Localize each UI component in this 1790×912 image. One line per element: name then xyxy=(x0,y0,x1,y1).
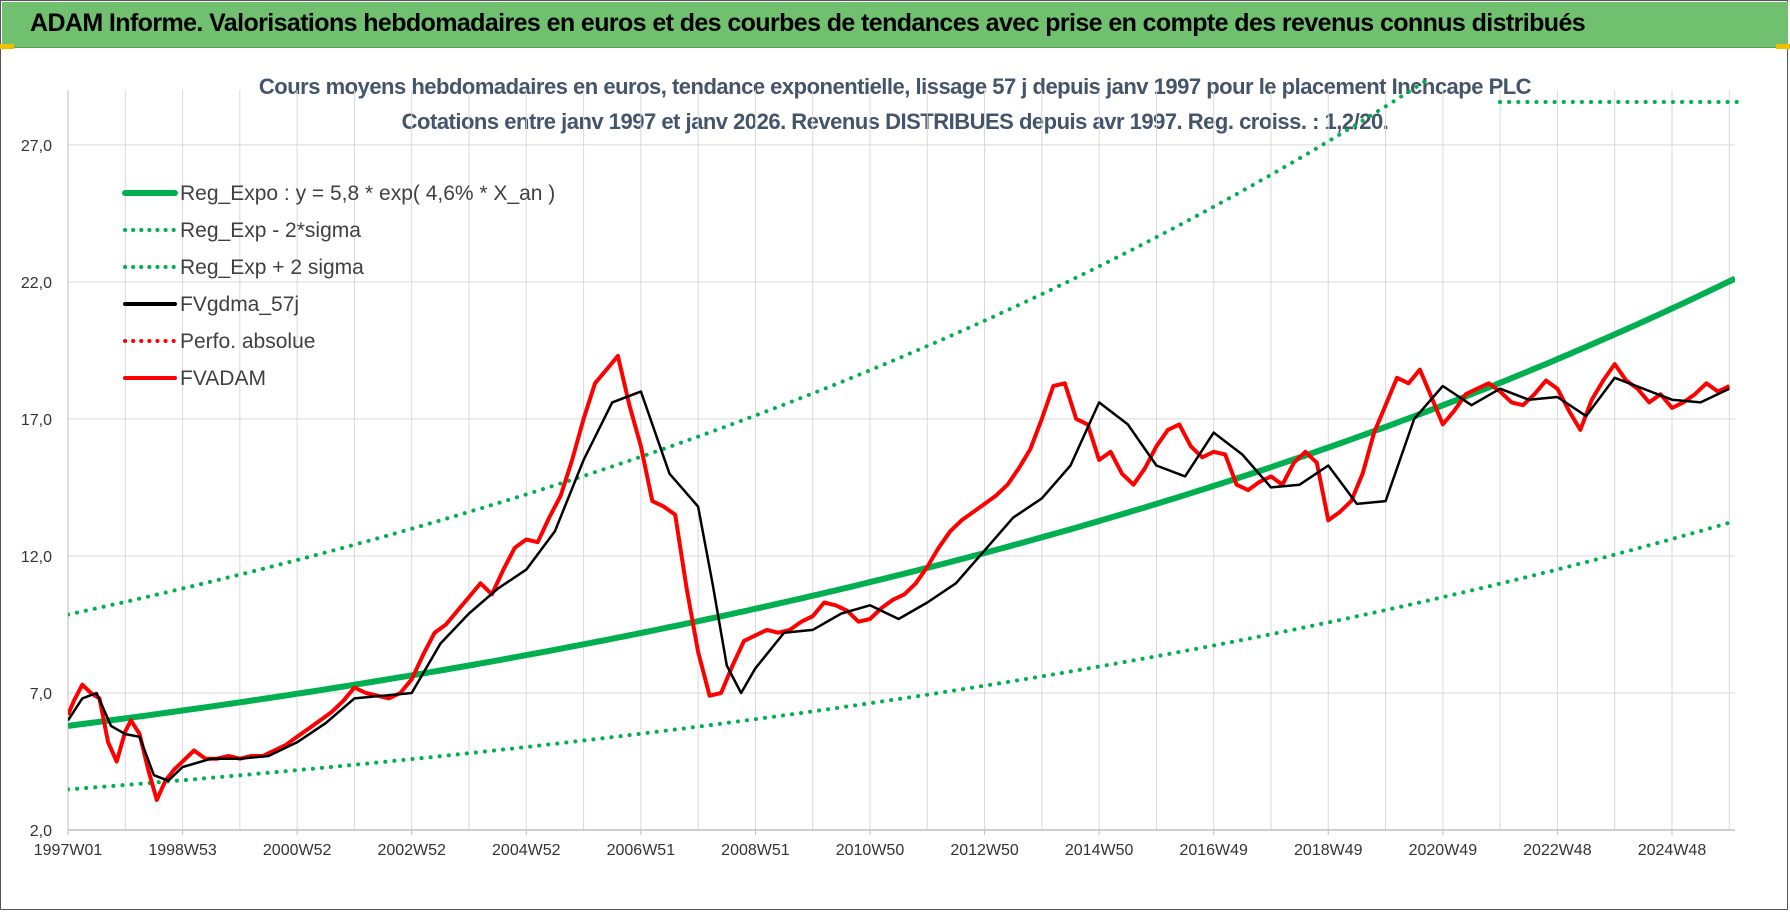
header-title: ADAM Informe. Valorisations hebdomadaire… xyxy=(30,9,1586,37)
series-group xyxy=(68,80,1735,802)
fvadam-line xyxy=(68,353,1731,802)
x-tick-label: 2000W52 xyxy=(263,842,332,859)
x-tick-label: 2012W50 xyxy=(950,842,1019,859)
x-tick-label: 2014W50 xyxy=(1065,842,1134,859)
legend-label: FVgdma_57j xyxy=(180,293,299,316)
x-tick-label: 1997W01 xyxy=(34,842,103,859)
chart-container: Cours moyens hebdomadaires en euros, ten… xyxy=(0,50,1790,912)
y-tick-label: 12,0 xyxy=(21,549,52,566)
corner-marker xyxy=(0,44,14,49)
x-tick-label: 2008W51 xyxy=(721,842,790,859)
y-tick-label: 17,0 xyxy=(21,412,52,429)
legend-label: Perfo. absolue xyxy=(180,330,315,353)
x-tick-label: 2024W48 xyxy=(1638,842,1707,859)
header-bar: ADAM Informe. Valorisations hebdomadaire… xyxy=(2,2,1788,48)
chart-plot: 2,0 7,0 12,0 17,0 22,0 27,0 1997W01 1998W53 2000… xyxy=(21,80,1742,859)
legend-label: FVADAM xyxy=(180,367,266,390)
y-tick-label: 2,0 xyxy=(30,823,52,840)
x-tick-label: 2020W49 xyxy=(1409,842,1478,859)
reg-exp-minus-2sigma-line xyxy=(68,519,1735,792)
x-tick-label: 2010W50 xyxy=(836,842,905,859)
x-tick-label: 2016W49 xyxy=(1179,842,1248,859)
legend-label: Reg_Exp - 2*sigma xyxy=(180,219,361,242)
x-tick-label: 2022W48 xyxy=(1523,842,1592,859)
x-tick-label: 2004W52 xyxy=(492,842,561,859)
x-tick-label: 2018W49 xyxy=(1294,842,1363,859)
x-tick-label: 2006W51 xyxy=(607,842,676,859)
chart-title-line-1: Cours moyens hebdomadaires en euros, ten… xyxy=(258,74,1532,99)
y-tick-label: 7,0 xyxy=(30,686,52,703)
reg-expo-line xyxy=(68,275,1735,729)
x-tick-label: 2002W52 xyxy=(377,842,446,859)
y-tick-label: 27,0 xyxy=(21,138,52,155)
legend-label: Reg_Expo : y = 5,8 * exp( 4,6% * X_an ) xyxy=(180,182,555,205)
legend-label: Reg_Exp + 2 sigma xyxy=(180,256,364,279)
x-tick-label: 1998W53 xyxy=(148,842,217,859)
chart-title-line-2: Cotations entre janv 1997 et janv 2026. … xyxy=(401,109,1389,134)
corner-marker xyxy=(1776,44,1790,49)
reg-exp-plus-2sigma-line xyxy=(68,80,1431,617)
y-tick-label: 22,0 xyxy=(21,275,52,292)
fvgdma-57j-line xyxy=(68,376,1730,782)
